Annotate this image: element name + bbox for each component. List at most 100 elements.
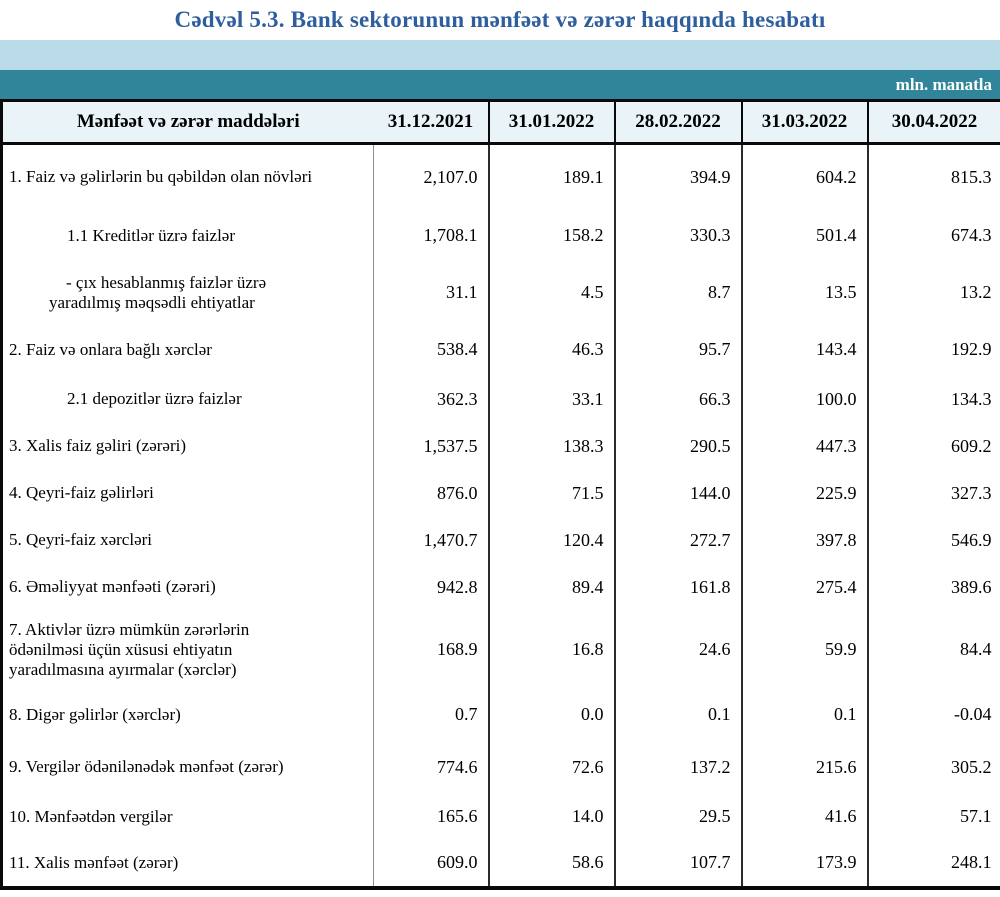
cell-value: 173.9 <box>740 839 868 888</box>
cell-value: 41.6 <box>740 793 868 840</box>
table-row: 4. Qeyri-faiz gəlirləri 876.0 71.5 144.0 225… <box>1 469 1000 517</box>
cell-value: 134.3 <box>866 375 1000 423</box>
table-row: 2.1 depozitlər üzrə faizlər 362.3 33.1 66.3… <box>1 375 1000 423</box>
table-row: 2. Faiz və onlara bağlı xərclər 538.4 46.3… <box>1 323 1000 376</box>
cell-value: 100.0 <box>740 375 868 423</box>
cell-value: 389.6 <box>866 563 1000 611</box>
cell-value: 447.3 <box>740 422 868 470</box>
cell-value: 144.0 <box>613 469 742 517</box>
cell-value: 362.3 <box>373 375 489 423</box>
cell-value: 2,107.0 <box>373 143 489 210</box>
row-label: 2. Faiz və onlara bağlı xərclər <box>1 323 374 376</box>
row-label: - çıx hesablanmış faizlər üzrə yaradılmı… <box>1 261 374 324</box>
table-row: 10. Mənfəətdən vergilər 165.6 14.0 29.5 41.6… <box>1 793 1000 840</box>
cell-value: 14.0 <box>487 793 615 840</box>
table-row: 1.1 Kreditlər üzrə faizlər 1,708.1 158.2 33… <box>1 209 1000 262</box>
cell-value: 604.2 <box>740 143 868 210</box>
cell-value: 0.1 <box>740 688 868 741</box>
cell-value: 0.1 <box>613 688 742 741</box>
cell-value: 609.0 <box>373 839 489 888</box>
cell-value: 13.2 <box>866 261 1000 324</box>
cell-value: 143.4 <box>740 323 868 376</box>
header-cell-date: 31.03.2022 <box>740 100 868 145</box>
cell-value: 397.8 <box>740 516 868 564</box>
cell-value: 168.9 <box>373 610 489 689</box>
cell-value: 290.5 <box>613 422 742 470</box>
header-cell-date: 31.12.2021 <box>373 100 489 145</box>
header-row: Mənfəət və zərər maddələri 31.12.2021 31.0… <box>1 100 1000 145</box>
row-label: 3. Xalis faiz gəliri (zərəri) <box>1 422 374 470</box>
cell-value: 120.4 <box>487 516 615 564</box>
cell-value: 0.7 <box>373 688 489 741</box>
row-label: 2.1 depozitlər üzrə faizlər <box>1 375 374 423</box>
cell-value: 674.3 <box>866 209 1000 262</box>
table-row: 1. Faiz və gəlirlərin bu qəbildən olan n… <box>1 143 1000 210</box>
table-row: 5. Qeyri-faiz xərcləri 1,470.7 120.4 272.7 3… <box>1 516 1000 564</box>
cell-value: 1,708.1 <box>373 209 489 262</box>
cell-value: 71.5 <box>487 469 615 517</box>
cell-value: 72.6 <box>487 740 615 794</box>
cell-value: 59.9 <box>740 610 868 689</box>
cell-value: 24.6 <box>613 610 742 689</box>
cell-value: 609.2 <box>866 422 1000 470</box>
header-cell-date: 28.02.2022 <box>613 100 742 145</box>
row-label: 11. Xalis mənfəət (zərər) <box>1 839 374 888</box>
table-row: 9. Vergilər ödənilənədək mənfəət (zərər)… <box>1 740 1000 794</box>
page-title: Cədvəl 5.3. Bank sektorunun mənfəət və z… <box>174 7 826 32</box>
cell-value: 774.6 <box>373 740 489 794</box>
cell-value: 29.5 <box>613 793 742 840</box>
unit-band: mln. manatla <box>0 70 1000 99</box>
cell-value: 158.2 <box>487 209 615 262</box>
cell-value: 13.5 <box>740 261 868 324</box>
cell-value: 546.9 <box>866 516 1000 564</box>
cell-value: 192.9 <box>866 323 1000 376</box>
cell-value: 272.7 <box>613 516 742 564</box>
cell-value: 138.3 <box>487 422 615 470</box>
cell-value: 58.6 <box>487 839 615 888</box>
empty-header-band <box>0 40 1000 70</box>
cell-value: 57.1 <box>866 793 1000 840</box>
cell-value: 161.8 <box>613 563 742 611</box>
row-label: 9. Vergilər ödənilənədək mənfəət (zərər) <box>1 740 374 794</box>
cell-value: 1,470.7 <box>373 516 489 564</box>
cell-value: 942.8 <box>373 563 489 611</box>
cell-value: 4.5 <box>487 261 615 324</box>
header-cell-date: 31.01.2022 <box>487 100 615 145</box>
cell-value: -0.04 <box>866 688 1000 741</box>
row-label: 1. Faiz və gəlirlərin bu qəbildən olan n… <box>1 143 374 210</box>
header-cell-items: Mənfəət və zərər maddələri <box>1 100 374 145</box>
cell-value: 225.9 <box>740 469 868 517</box>
row-label: 5. Qeyri-faiz xərcləri <box>1 516 374 564</box>
cell-value: 189.1 <box>487 143 615 210</box>
header-cell-date: 30.04.2022 <box>866 100 1000 145</box>
cell-value: 84.4 <box>866 610 1000 689</box>
cell-value: 0.0 <box>487 688 615 741</box>
cell-value: 165.6 <box>373 793 489 840</box>
cell-value: 248.1 <box>866 839 1000 888</box>
profit-loss-table: Mənfəət və zərər maddələri 31.12.2021 31.0… <box>0 99 1000 890</box>
row-label: 10. Mənfəətdən vergilər <box>1 793 374 840</box>
cell-value: 215.6 <box>740 740 868 794</box>
cell-value: 394.9 <box>613 143 742 210</box>
cell-value: 16.8 <box>487 610 615 689</box>
row-label: 1.1 Kreditlər üzrə faizlər <box>1 209 374 262</box>
table-row: 8. Digər gəlirlər (xərclər) 0.7 0.0 0.1 0.1-… <box>1 688 1000 741</box>
row-label: 7. Aktivlər üzrə mümkün zərərlərin ödəni… <box>1 610 374 689</box>
table-row: 11. Xalis mənfəət (zərər) 609.0 58.6 107.7 1… <box>1 839 1000 888</box>
cell-value: 275.4 <box>740 563 868 611</box>
cell-value: 330.3 <box>613 209 742 262</box>
cell-value: 107.7 <box>613 839 742 888</box>
cell-value: 66.3 <box>613 375 742 423</box>
row-label: 4. Qeyri-faiz gəlirləri <box>1 469 374 517</box>
table-row: 6. Əməliyyat mənfəəti (zərəri) 942.8 89.4 1… <box>1 563 1000 611</box>
cell-value: 137.2 <box>613 740 742 794</box>
cell-value: 305.2 <box>866 740 1000 794</box>
cell-value: 8.7 <box>613 261 742 324</box>
cell-value: 876.0 <box>373 469 489 517</box>
cell-value: 89.4 <box>487 563 615 611</box>
cell-value: 95.7 <box>613 323 742 376</box>
unit-label: mln. manatla <box>895 74 992 94</box>
cell-value: 538.4 <box>373 323 489 376</box>
row-label: 8. Digər gəlirlər (xərclər) <box>1 688 374 741</box>
cell-value: 501.4 <box>740 209 868 262</box>
